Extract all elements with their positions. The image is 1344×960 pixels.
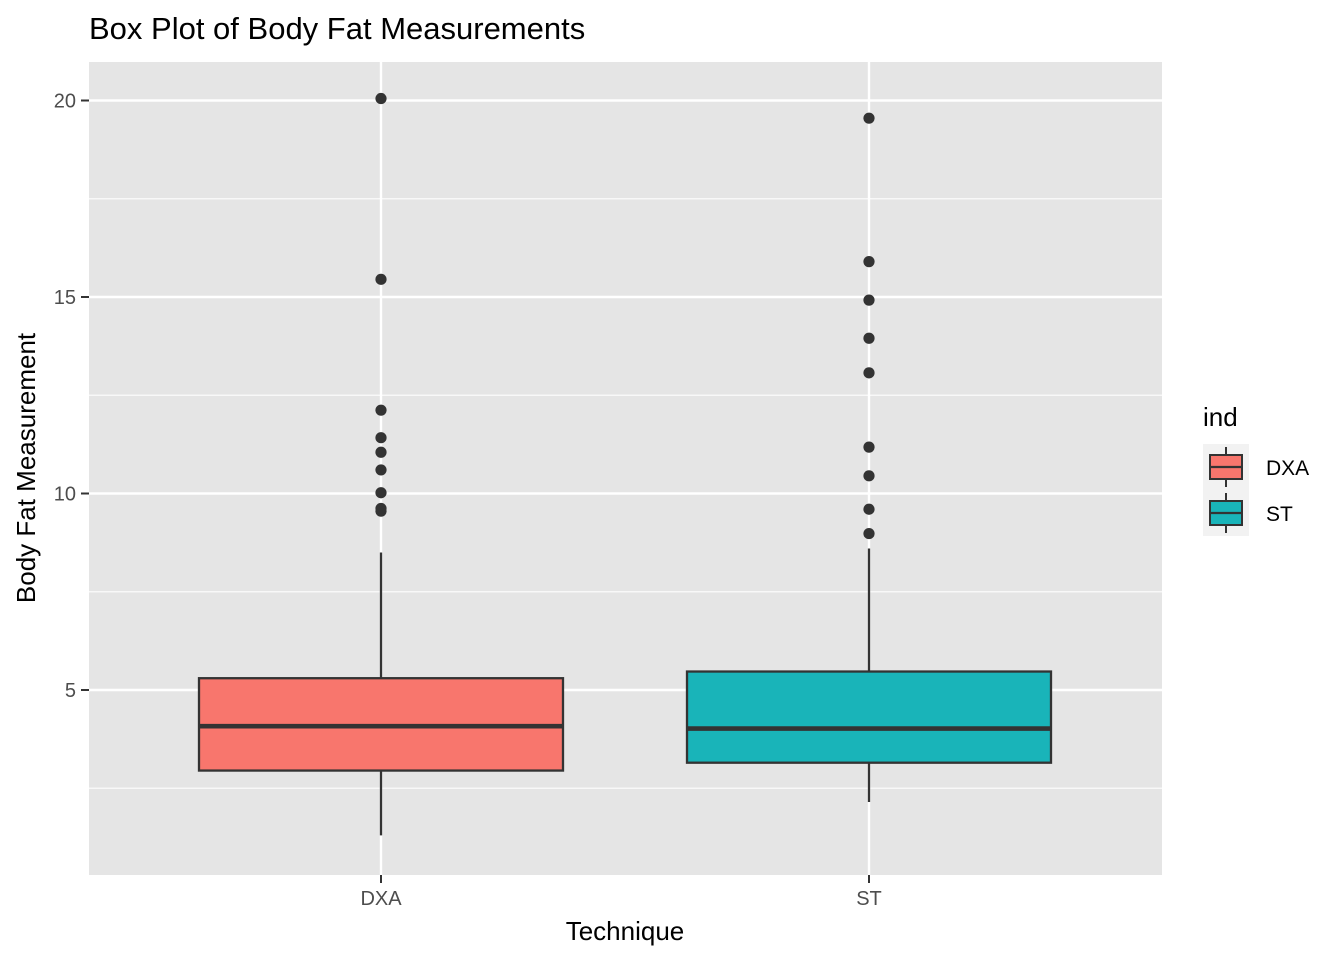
- outlier-point: [863, 332, 875, 344]
- outlier-point: [375, 404, 387, 416]
- y-tick-label: 10: [54, 484, 76, 506]
- legend-label: DXA: [1266, 457, 1309, 480]
- minor-gridlines: [89, 198, 1162, 789]
- legend-item-st: ST: [1203, 490, 1293, 536]
- y-tick-label: 20: [54, 91, 76, 113]
- legend-title: ind: [1203, 402, 1238, 432]
- y-axis-ticks: 5 10 15 20: [54, 91, 89, 702]
- chart-title: Box Plot of Body Fat Measurements: [89, 11, 585, 46]
- legend-item-dxa: DXA: [1203, 444, 1309, 490]
- box-st: [685, 112, 1053, 803]
- x-axis-title: Technique: [566, 916, 685, 946]
- outlier-point: [375, 273, 387, 285]
- outlier-point: [863, 503, 875, 515]
- outlier-point: [375, 446, 387, 458]
- y-tick-label: 5: [65, 680, 76, 702]
- legend-label: ST: [1266, 503, 1293, 526]
- outlier-point: [375, 92, 387, 105]
- iqr-box: [685, 670, 1053, 764]
- outlier-point: [375, 464, 387, 476]
- box-dxa: [197, 92, 565, 836]
- outlier-point: [863, 256, 875, 268]
- outlier-point: [863, 367, 875, 379]
- outlier-point: [375, 432, 387, 444]
- box-series: [197, 92, 1053, 836]
- x-axis-ticks: DXA ST: [360, 875, 882, 910]
- outlier-point: [375, 487, 387, 499]
- y-tick-label: 15: [54, 287, 76, 309]
- outlier-point: [863, 470, 875, 482]
- outlier-point: [863, 527, 875, 540]
- outlier-point: [863, 112, 875, 124]
- outlier-point: [863, 441, 875, 453]
- outlier-point: [863, 294, 875, 306]
- outlier-point: [375, 502, 387, 515]
- x-tick-label: DXA: [360, 888, 402, 910]
- legend: ind DXA ST: [1203, 402, 1309, 536]
- x-tick-label: ST: [856, 888, 882, 910]
- y-axis-title: Body Fat Measurement: [11, 332, 41, 603]
